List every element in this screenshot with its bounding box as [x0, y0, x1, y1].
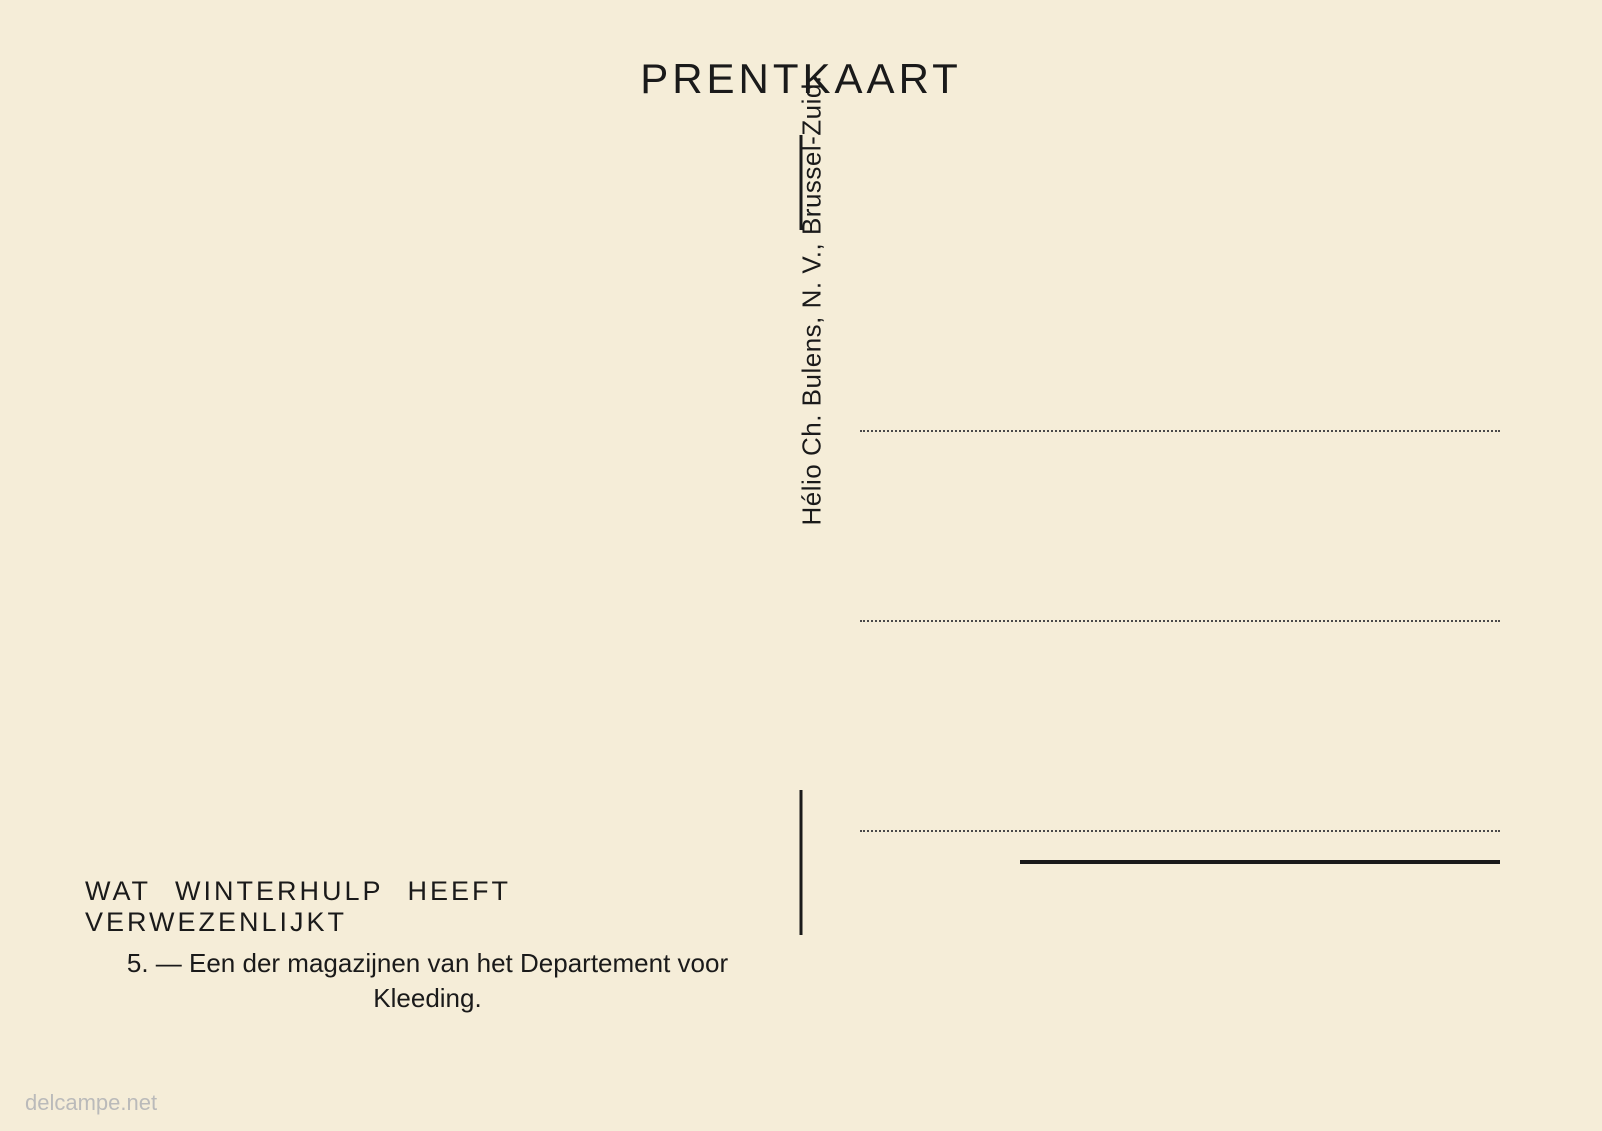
- printer-credit: Hélio Ch. Bulens, N. V., Brussel-Zuid.: [797, 75, 828, 525]
- caption-title: WAT WINTERHULP HEEFT VERWEZENLIJKT: [85, 876, 770, 938]
- address-line-2: [860, 620, 1500, 622]
- center-divider-bottom: [800, 790, 803, 935]
- address-line-1: [860, 430, 1500, 432]
- caption-subtitle: 5. — Een der magazijnen van het Departem…: [85, 946, 770, 1016]
- address-underline: [1020, 860, 1500, 864]
- watermark-text: delcampe.net: [25, 1090, 157, 1116]
- address-line-3: [860, 830, 1500, 832]
- postcard-back: PRENTKAART Hélio Ch. Bulens, N. V., Brus…: [0, 0, 1602, 1131]
- caption-block: WAT WINTERHULP HEEFT VERWEZENLIJKT 5. — …: [85, 876, 770, 1016]
